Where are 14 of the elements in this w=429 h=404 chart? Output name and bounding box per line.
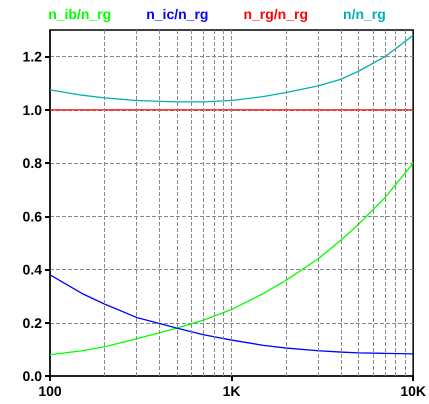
series-label: n/n_rg bbox=[343, 6, 386, 22]
y-tick-label: 0.0 bbox=[22, 368, 42, 384]
y-tick-label: 1.2 bbox=[22, 48, 42, 65]
y-tick-label: 0.6 bbox=[22, 208, 42, 224]
x-tick-label: 10K bbox=[400, 383, 426, 399]
text: n_ic/n_rg bbox=[146, 6, 208, 22]
x-tick-label: 100 bbox=[38, 383, 62, 399]
y-tick-label: 0.2 bbox=[22, 314, 42, 331]
y-tick-label: 0.8 bbox=[22, 155, 42, 172]
text: n_ib/n_rg bbox=[48, 6, 112, 22]
y-tick-label: 1.0 bbox=[22, 102, 42, 118]
x-tick-label: 1K bbox=[222, 383, 241, 399]
y-tick-label: 0.4 bbox=[22, 262, 42, 278]
text: n_rg/n_rg bbox=[243, 6, 308, 22]
